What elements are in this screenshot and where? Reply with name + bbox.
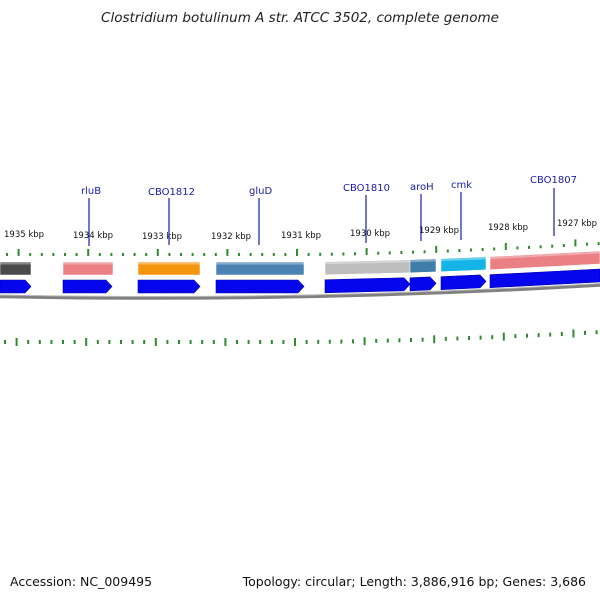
position-label: 1928 kbp [488,223,528,233]
position-label: 1933 kbp [142,232,182,242]
gene-label-leaders [88,188,555,246]
gene-label-cmk: cmk [451,180,472,191]
feature-highlight [409,259,437,263]
gene-arrow [0,279,32,294]
feature-block [0,261,32,276]
position-label: 1929 kbp [419,226,459,236]
gene-arrow [324,277,411,294]
gene-label-aroh: aroH [410,182,434,193]
gene-label-cbo1807: CBO1807 [530,175,577,186]
gene-label-rlub: rluB [81,186,101,197]
feature-cbo1812 [137,261,201,276]
accession-label: Accession: NC_009495 [10,574,153,589]
feature-cbo1807 [489,250,600,270]
gene-label-cbo1810: CBO1810 [343,183,390,194]
position-label: 1931 kbp [281,231,321,241]
feature-aroh [409,258,437,274]
feature-cmk [440,256,487,272]
genome-backbone [0,283,600,300]
gene-labels: rluB CBO1812 gluD CBO1810 aroH cmk CBO18… [81,175,577,198]
gene-arrow [409,276,437,292]
gene-label-cbo1812: CBO1812 [148,187,195,198]
backbone-highlight [0,283,600,298]
position-labels: 1935 kbp 1934 kbp 1933 kbp 1932 kbp 1931… [4,219,597,242]
feature-highlight [324,260,411,265]
position-label: 1927 kbp [557,219,597,229]
map-title: Clostridium botulinum A str. ATCC 3502, … [101,10,499,26]
feature-glud [215,261,305,276]
genome-summary-label: Topology: circular; Length: 3,886,916 bp… [242,574,586,589]
position-label: 1930 kbp [350,229,390,239]
position-label: 1932 kbp [211,232,251,242]
feature-tracks [0,250,600,294]
outer-tick-marks [6,239,600,256]
gene-arrow [440,274,487,291]
position-label: 1934 kbp [73,231,113,241]
gene-label-glud: gluD [249,186,272,197]
gene-arrow [215,279,305,294]
feature-highlight [440,257,487,262]
position-label: 1935 kbp [4,230,44,240]
gene-arrow [489,268,600,289]
feature-highlight [489,251,600,260]
gene-arrow [62,279,113,294]
feature-rlub [62,261,114,276]
gene-arrow [137,279,201,294]
inner-tick-marks [4,329,598,346]
